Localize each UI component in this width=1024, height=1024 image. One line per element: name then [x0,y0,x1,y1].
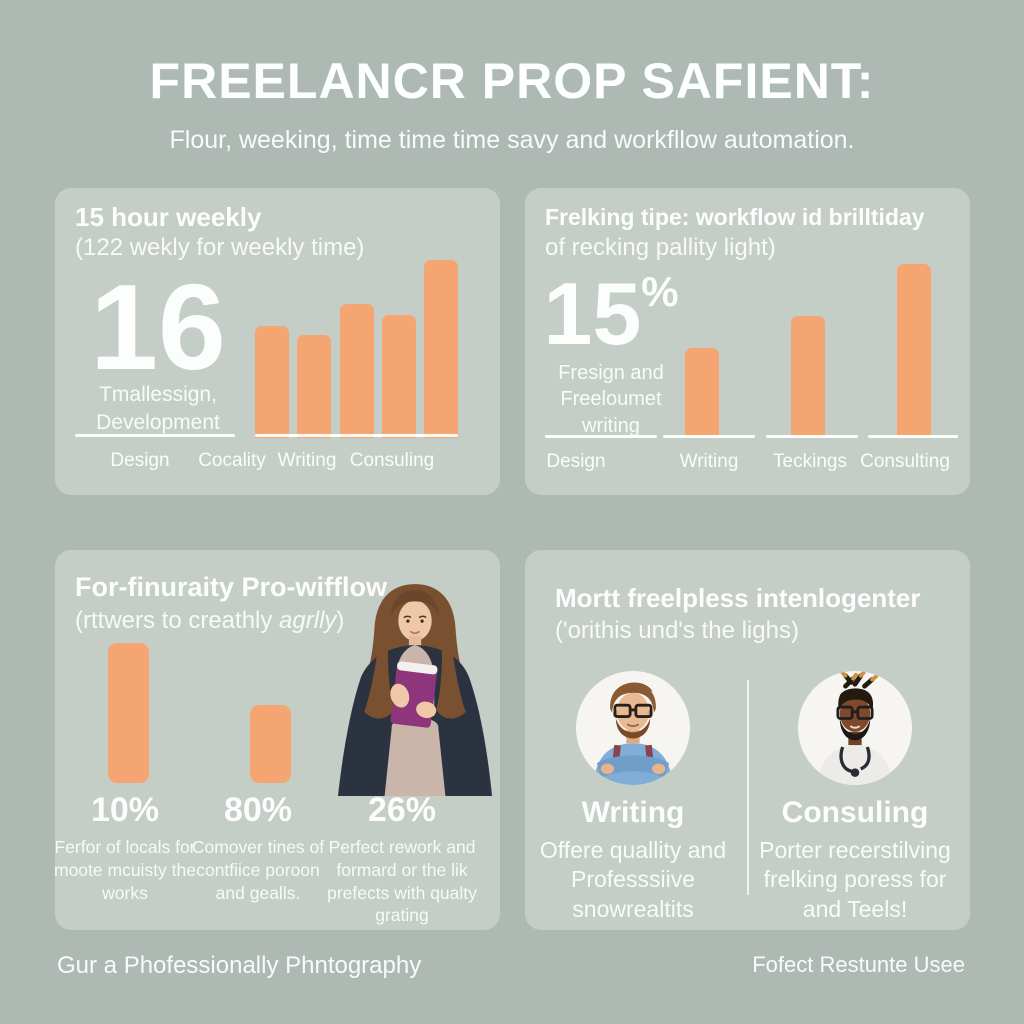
card-workflow-subtitle: of recking pallity light) [545,234,776,261]
axis-line [663,435,755,438]
axis-label-writing: Writing [277,450,337,471]
bar [108,643,149,783]
axis-label-consulting: Consulting [860,451,950,472]
bar [791,316,825,438]
big-number-16: 16 [90,259,226,395]
axis-label-writing: Writing [679,451,739,472]
profile-consuling-name: Consuling [781,796,929,829]
card-weekly-hours-subtitle: (122 wekly for weekly time) [75,234,365,261]
profile-consuling-description: Porter recerstilving frelking poress for… [759,837,951,922]
axis-label-design: Design [110,450,170,471]
footer-right-text: Fofect Restunte Usee [752,952,965,977]
profile-writing: Writing Offere quallity and Professsiive… [535,671,731,924]
bar [339,304,374,438]
card-freelancers-title: Mortt freelpless intenlogenter [555,583,921,613]
card-weekly-hours: 15 hour weekly (122 wekly for weekly tim… [55,188,500,495]
man-glasses-blue-shirt-icon [595,682,671,785]
profile-consuling: Consuling Porter recerstilving frelking … [757,671,953,924]
card-productivity-title: For-finuraity Pro-wifflow [75,572,387,602]
axis-line [255,434,458,437]
card-weekly-hours-title: 15 hour weekly [75,202,262,232]
axis-line [868,435,958,438]
axis-line [545,435,657,438]
bar-chart-weekly [255,258,458,438]
bar [424,260,458,438]
bar [250,705,291,783]
bar [297,335,332,438]
bar [897,264,931,438]
card-freelancers: Mortt freelpless intenlogenter ('orithis… [525,550,970,930]
man-dreadlocks-stethoscope-icon [818,671,892,785]
card-workflow: Frelking tipe: workflow id brilltiday of… [525,188,970,495]
card-productivity-subtitle: (rttwers to creathly agrlly) [75,607,345,634]
big-number-15-percent: 15% [543,264,679,363]
bar [685,348,719,438]
percent-sign: % [641,268,679,315]
card-productivity: For-finuraity Pro-wifflow (rttwers to cr… [54,550,500,930]
profile-writing-description: Offere quallity and Professsiive snowrea… [539,837,727,922]
axis-label-consuling: Consuling [349,450,435,471]
stat-80-percent: 80% Comover tines of contfiice poroon an… [191,791,325,903]
card-freelancers-subtitle: ('orithis und's the lighs) [555,617,799,644]
consuling-avatar [798,671,912,785]
stat-26-percent: 26% Perfect rework and formard or the li… [327,791,477,926]
vertical-divider [747,680,749,895]
profile-writing-name: Writing [581,796,685,829]
stat-10-percent: 10% Ferfor of locals for moote mcuisty t… [54,791,196,903]
axis-label-design: Design [546,451,606,472]
bar-chart-workflow [685,262,931,438]
axis-label-teckings: Teckings [773,451,847,472]
bar [381,315,416,438]
woman-holding-book-illustration [337,584,493,796]
axis-label-cocality: Cocality [198,450,266,471]
writing-avatar [576,671,690,785]
page-subtitle: Flour, weeking, time time time savy and … [169,126,855,154]
big-number-caption: Fresign and Freeloumet writing [558,362,664,437]
axis-line [766,435,858,438]
footer-left-text: Gur a Phofessionally Phntography [57,952,422,979]
big-number-caption: Tmallessign, Development [96,383,220,435]
page-title: FREELANCR PROP SAFIENT: [149,53,875,109]
axis-line [75,434,235,437]
card-workflow-title: Frelking tipe: workflow id brilltiday [545,204,925,230]
bar [255,326,289,438]
bar-chart-productivity [108,641,291,783]
